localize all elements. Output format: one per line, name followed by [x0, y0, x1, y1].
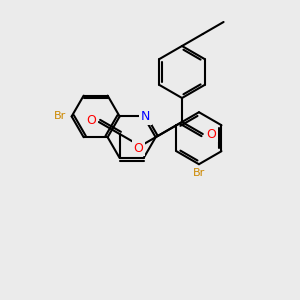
- Text: O: O: [134, 142, 143, 154]
- Text: Br: Br: [193, 168, 205, 178]
- Text: Br: Br: [53, 111, 66, 122]
- Text: O: O: [206, 128, 216, 140]
- Text: N: N: [141, 110, 150, 123]
- Text: O: O: [86, 113, 96, 127]
